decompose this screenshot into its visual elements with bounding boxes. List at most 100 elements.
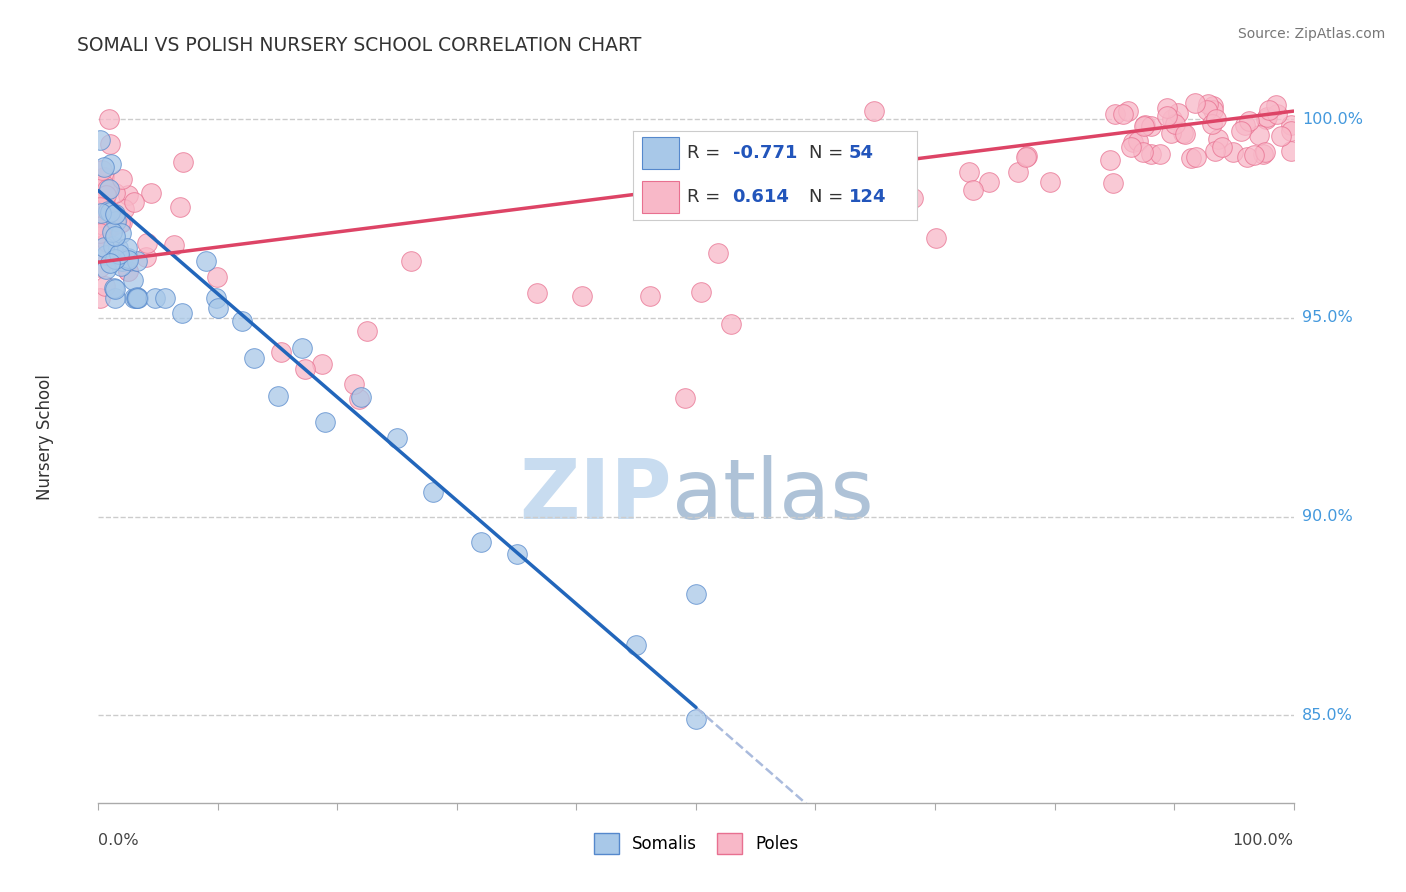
Point — [163, 238, 186, 252]
Point — [1264, 97, 1286, 112]
Legend: Somalis, Poles: Somalis, Poles — [586, 827, 806, 860]
Point — [103, 239, 125, 253]
Point — [1149, 147, 1171, 161]
Point — [1211, 140, 1233, 154]
Point — [1156, 109, 1178, 123]
Point — [1140, 147, 1163, 161]
Point — [100, 157, 122, 171]
Point — [763, 162, 786, 177]
Point — [1201, 117, 1223, 131]
Point — [124, 194, 146, 209]
Point — [685, 587, 707, 601]
Text: 124: 124 — [849, 188, 886, 206]
Point — [207, 301, 229, 315]
Bar — [643, 181, 679, 213]
Text: R =: R = — [688, 145, 720, 162]
Text: Nursery School: Nursery School — [35, 374, 53, 500]
Point — [1230, 123, 1253, 137]
Point — [122, 291, 145, 305]
Point — [98, 205, 121, 219]
Point — [108, 216, 131, 230]
Point — [1133, 118, 1156, 132]
Point — [1265, 107, 1288, 121]
Point — [343, 377, 366, 392]
Point — [1222, 145, 1244, 160]
Point — [1156, 101, 1178, 115]
Point — [117, 264, 139, 278]
Point — [1258, 103, 1281, 118]
Point — [294, 362, 316, 376]
Point — [1017, 149, 1039, 163]
Point — [107, 241, 129, 255]
Point — [101, 225, 124, 239]
Text: SOMALI VS POLISH NURSERY SCHOOL CORRELATION CHART: SOMALI VS POLISH NURSERY SCHOOL CORRELAT… — [77, 36, 641, 54]
Point — [93, 200, 115, 214]
Point — [1161, 112, 1184, 127]
Point — [422, 485, 444, 500]
Text: 54: 54 — [849, 145, 873, 162]
Text: ZIP: ZIP — [520, 455, 672, 536]
Point — [89, 211, 111, 225]
Point — [1098, 153, 1121, 168]
Text: 85.0%: 85.0% — [1302, 708, 1353, 723]
Point — [89, 260, 111, 274]
Point — [111, 254, 134, 268]
Point — [110, 259, 132, 273]
Point — [115, 241, 138, 255]
Point — [143, 291, 166, 305]
Point — [100, 219, 122, 234]
Point — [112, 202, 135, 216]
Point — [103, 281, 125, 295]
Point — [1202, 99, 1225, 113]
Point — [172, 155, 194, 169]
Point — [89, 291, 111, 305]
Point — [205, 269, 228, 284]
Point — [1281, 118, 1303, 132]
Point — [571, 289, 593, 303]
Point — [1239, 114, 1261, 128]
Point — [98, 137, 121, 152]
Point — [135, 250, 157, 264]
Point — [1007, 165, 1029, 179]
Point — [761, 174, 783, 188]
Point — [104, 228, 127, 243]
Point — [1254, 112, 1277, 127]
Point — [1184, 96, 1206, 111]
Point — [1180, 152, 1202, 166]
Point — [957, 165, 980, 179]
Point — [1279, 124, 1302, 138]
Point — [470, 535, 492, 549]
Point — [98, 256, 121, 270]
Point — [1164, 117, 1187, 131]
Point — [1197, 103, 1219, 117]
Point — [1185, 150, 1208, 164]
Point — [856, 172, 879, 186]
Text: 95.0%: 95.0% — [1302, 310, 1353, 326]
Point — [98, 207, 121, 221]
Point — [97, 204, 120, 219]
Point — [311, 357, 333, 371]
Point — [104, 186, 127, 201]
Point — [901, 191, 924, 205]
Point — [1251, 146, 1274, 161]
Point — [1173, 126, 1195, 140]
Point — [1243, 148, 1265, 162]
Point — [1279, 144, 1302, 158]
Point — [97, 182, 120, 196]
Point — [96, 262, 118, 277]
Point — [685, 712, 707, 726]
Text: -0.771: -0.771 — [733, 145, 797, 162]
Point — [728, 180, 751, 194]
Point — [125, 291, 148, 305]
Point — [94, 248, 117, 262]
Point — [1126, 134, 1149, 148]
Point — [94, 197, 117, 211]
Point — [1167, 106, 1189, 120]
Point — [117, 264, 139, 278]
Point — [125, 291, 148, 305]
Point — [93, 240, 115, 254]
Point — [350, 391, 373, 405]
Point — [101, 219, 124, 234]
Point — [1112, 107, 1135, 121]
Point — [93, 178, 115, 193]
